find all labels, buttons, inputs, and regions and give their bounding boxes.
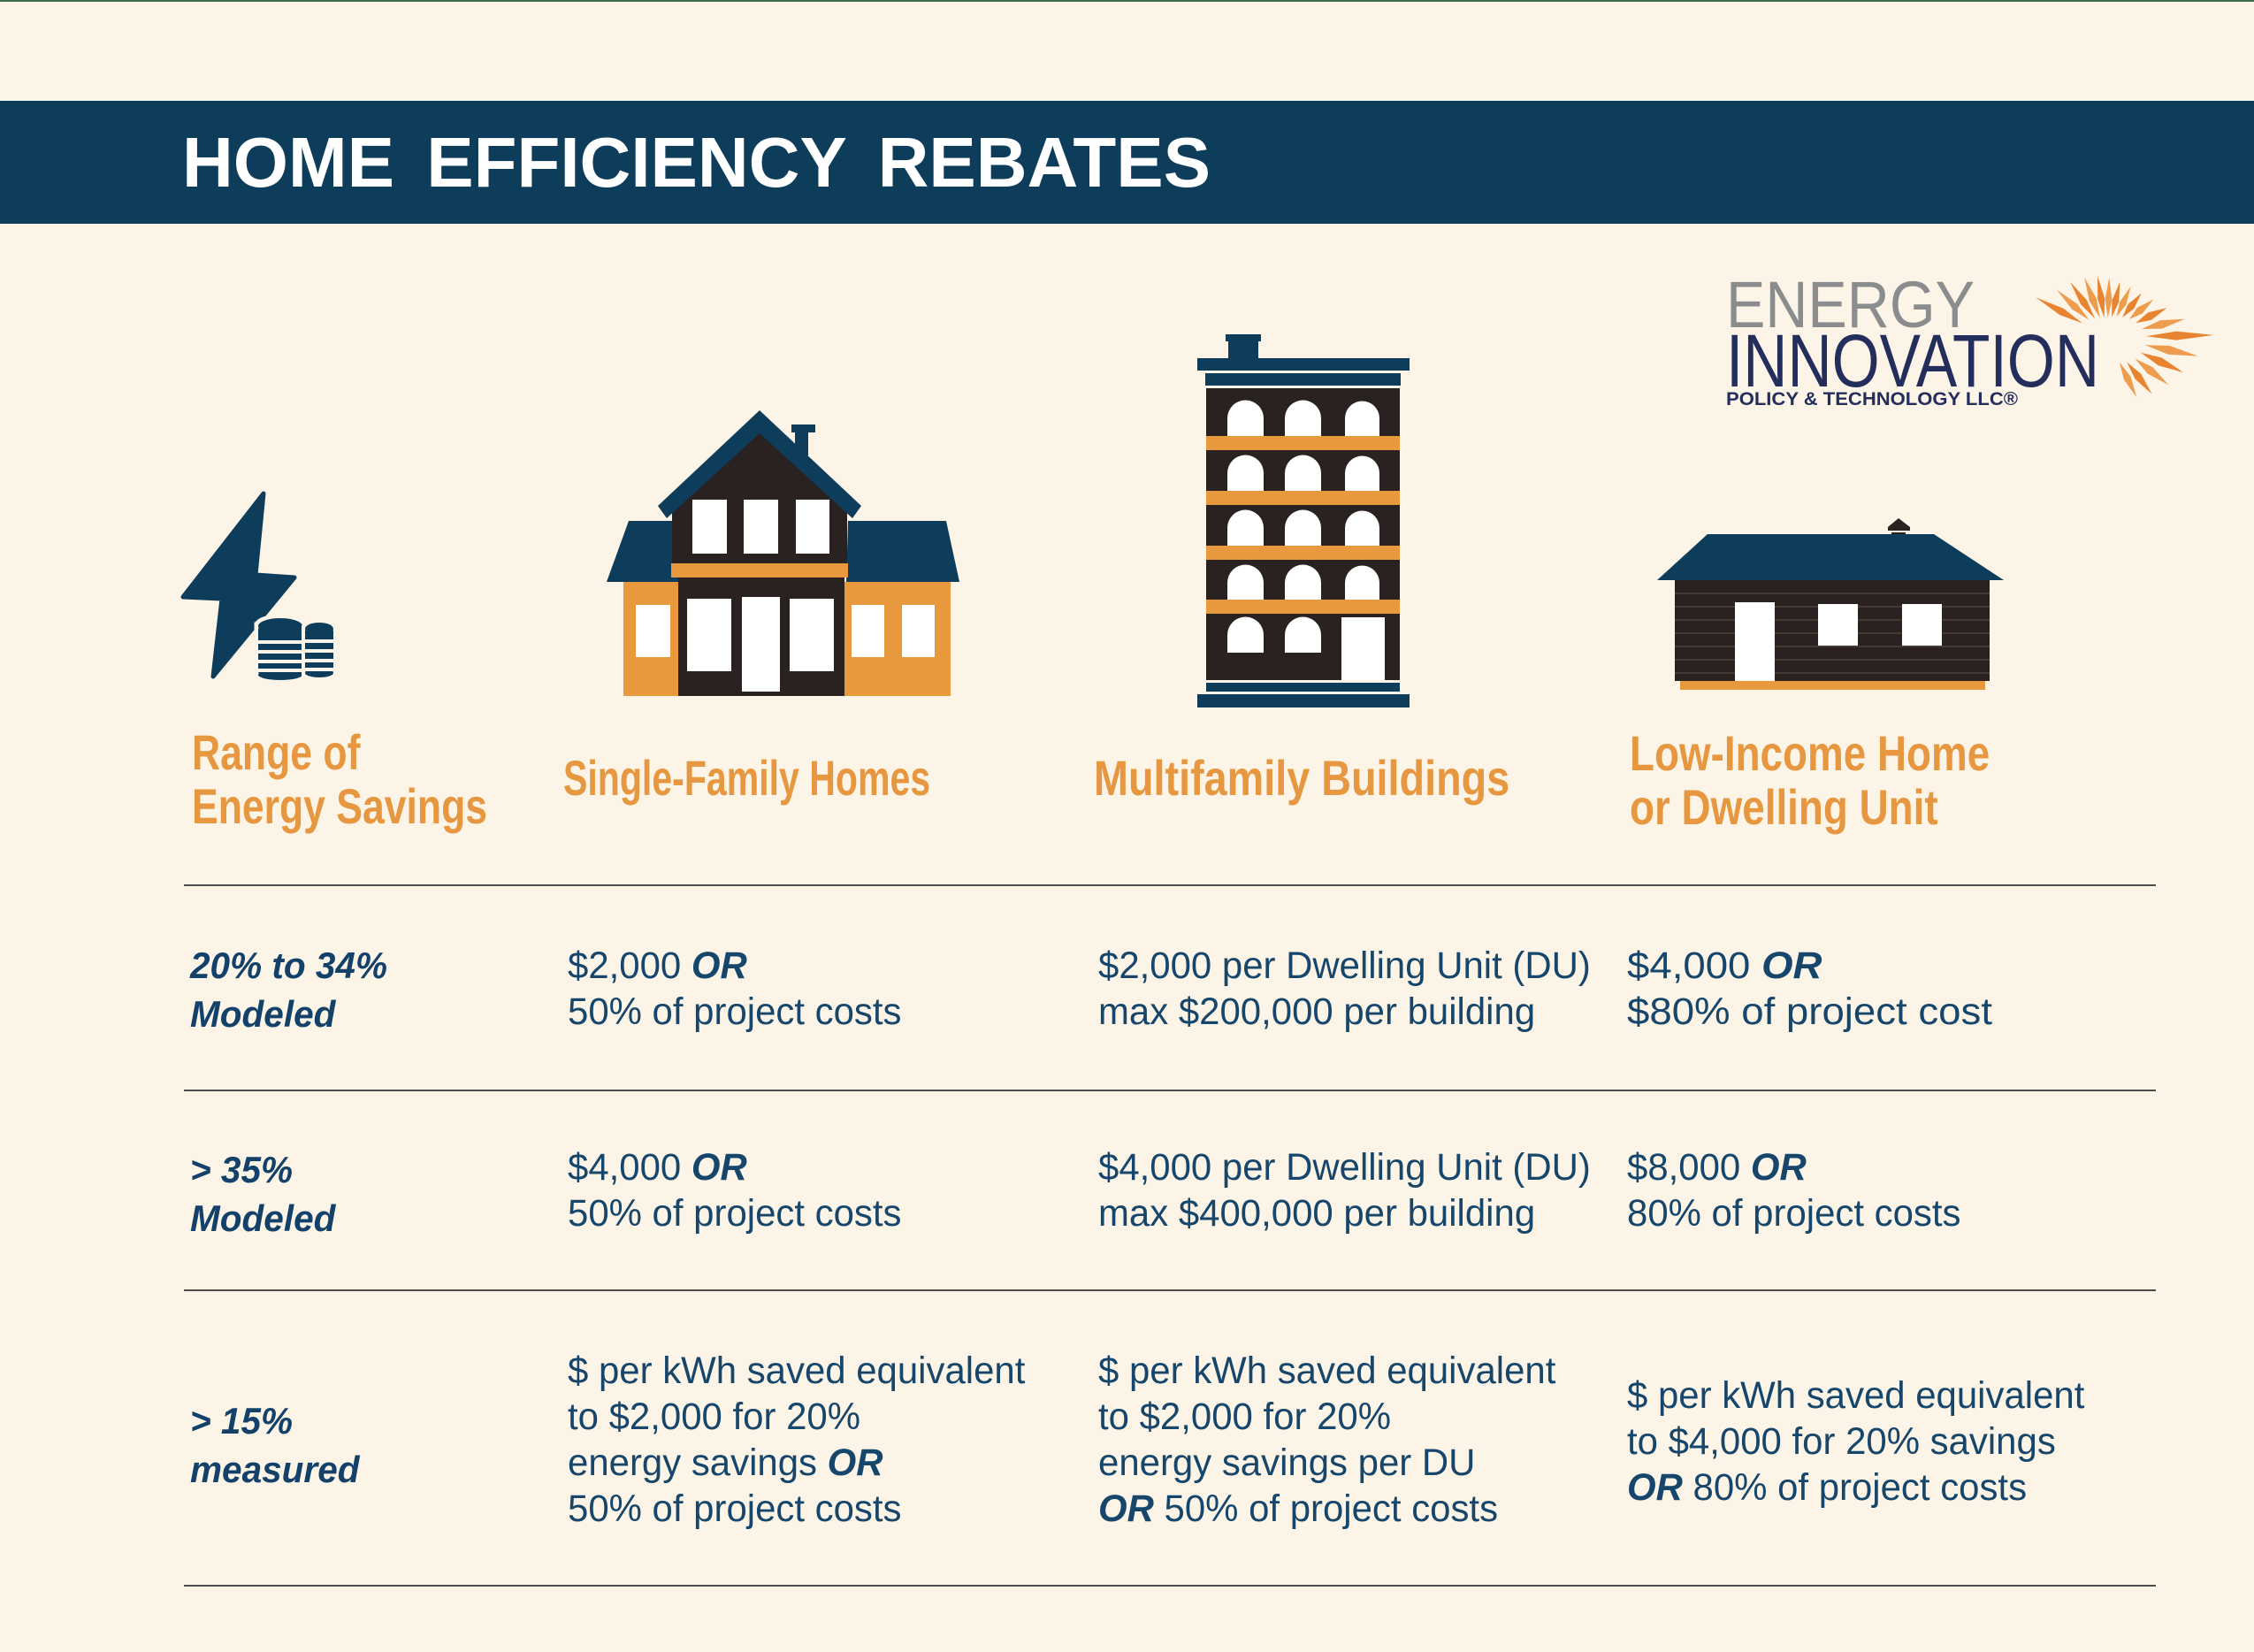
svg-text:ENERGY: ENERGY [1726,268,1975,341]
svg-text:INNOVATION: INNOVATION [1726,319,2099,402]
svg-text:POLICY & TECHNOLOGY LLC®: POLICY & TECHNOLOGY LLC® [1726,389,2019,409]
